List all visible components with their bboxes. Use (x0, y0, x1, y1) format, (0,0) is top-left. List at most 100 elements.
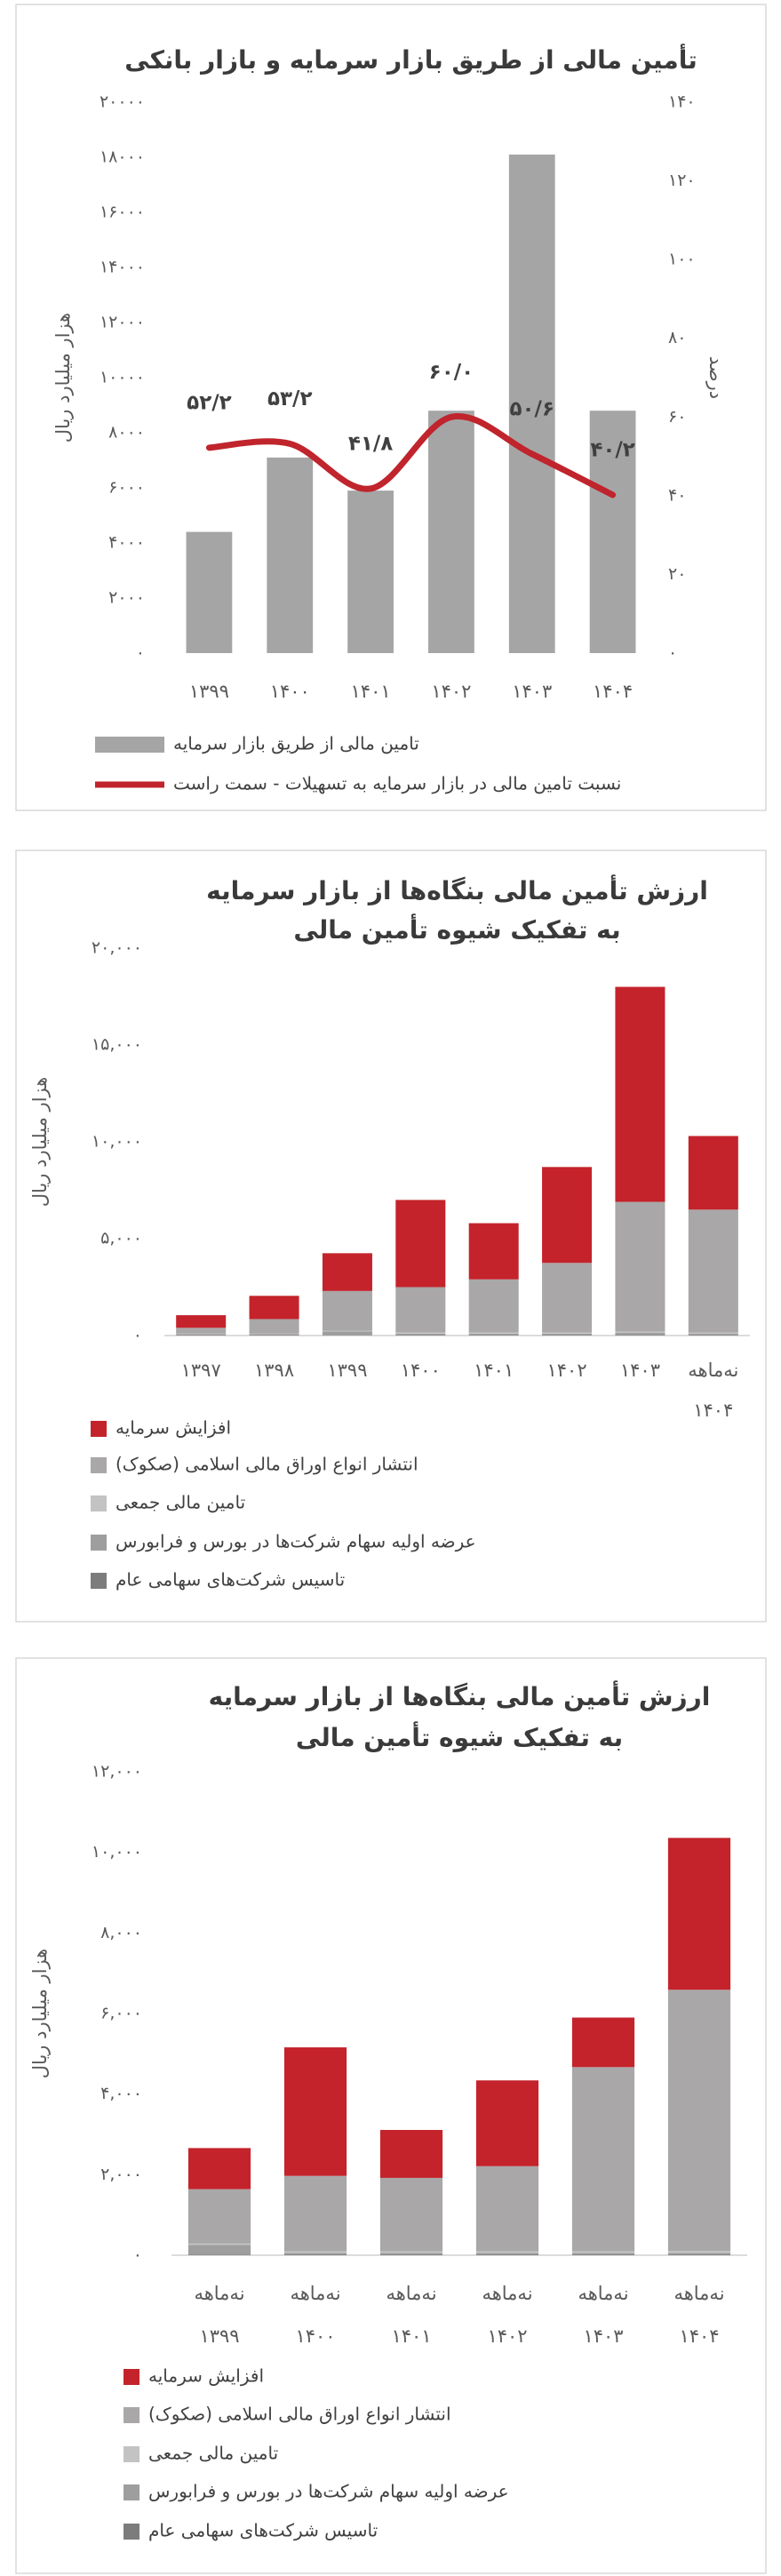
bar-segment (395, 1333, 446, 1336)
chart-title: ارزش تأمین مالی بنگاه‌ها از بازار سرمایه (209, 1680, 711, 1711)
x-tick-label: نه‌ماهه ۱۳۹۹ (194, 2283, 244, 2347)
x-tick-label-line: نه‌ماهه (194, 2283, 244, 2304)
x-tick-label-line: نه‌ماهه (673, 2283, 724, 2304)
legend-swatch (91, 1421, 107, 1437)
chart-subtitle: به تفکیک شیوه تأمین مالی (296, 1721, 623, 1752)
x-tick-label-line: ۱۴۰۰ (295, 2325, 335, 2347)
x-tick-label: ۱۳۹۹ (189, 681, 229, 702)
chart-subtitle: به تفکیک شیوه تأمین مالی (293, 913, 620, 945)
bar-segment (395, 1287, 446, 1333)
bar-segment (176, 1328, 227, 1334)
bar-segment (283, 2254, 347, 2255)
bar-segment (187, 2245, 251, 2255)
bar-segment (283, 2175, 347, 2252)
legend-label: نسبت تامین مالی در بازار سرمایه به تسهیل… (173, 773, 621, 794)
bar-segment (475, 2080, 539, 2166)
bar-segment (688, 1332, 738, 1335)
bar-segment (249, 1333, 299, 1335)
y-tick-label: ۲,۰۰۰ (100, 2165, 142, 2184)
x-tick-label: ۱۴۰۰ (401, 1360, 441, 1381)
x-tick-label: نه‌ماهه ۱۴۰۰ (290, 2283, 340, 2347)
y-tick-label: ۰ (133, 1326, 142, 1345)
y2-tick-label: ۸۰ (668, 328, 686, 347)
x-tick-label-line: ۱۴۰۲ (487, 2325, 527, 2347)
x-tick-label: نه‌ماهه ۱۴۰۲ (482, 2283, 532, 2347)
bar-segment (468, 1223, 519, 1280)
bar-segment (395, 1332, 446, 1334)
bar-segment (475, 2254, 539, 2255)
bar-segment (322, 1290, 372, 1331)
bar-segment (468, 1279, 519, 1333)
bar-segment (667, 1838, 731, 1990)
legend-swatch (124, 2524, 139, 2540)
y-tick-label: ۱۰,۰۰۰ (92, 1132, 142, 1152)
bar-segment (688, 1334, 738, 1336)
bar-segment (542, 1333, 593, 1336)
x-tick-label: ۱۴۰۱ (474, 1360, 514, 1381)
data-label: ۴۱/۸ (348, 432, 394, 455)
bar-segment (688, 1136, 738, 1210)
bar-segment (571, 2253, 635, 2255)
legend-swatch (91, 1495, 107, 1511)
legend-label: عرضه اولیه سهام شرکت‌ها در بورس و فرابور… (116, 1531, 476, 1552)
legend-swatch (124, 2369, 139, 2385)
y-tick-label: ۰ (133, 2245, 142, 2265)
bar (186, 531, 233, 653)
y-axis-title: هزار میلیارد ریال (29, 1077, 51, 1207)
bar-segment (468, 1333, 519, 1336)
bar-segment (615, 986, 665, 1202)
x-tick-label: ۱۳۹۸ (254, 1360, 294, 1381)
bar (428, 411, 474, 653)
bar-segment (571, 2254, 635, 2255)
y-tick-label: ۲۰,۰۰۰ (92, 938, 142, 958)
y-tick-label: ۱۴۰۰۰ (100, 258, 145, 277)
y2-tick-label: ۰ (668, 643, 677, 663)
bar-segment (615, 1201, 665, 1332)
legend-label: انتشار انواع اوراق مالی اسلامی (صکوک) (148, 2404, 451, 2425)
bar-segment (379, 2251, 443, 2253)
bar-segment (379, 2253, 443, 2255)
y-tick-label: ۱۰۰۰۰ (100, 368, 145, 387)
bar-segment (667, 2251, 731, 2253)
legend-swatch (95, 737, 164, 753)
bar-segment (688, 1335, 738, 1336)
y-axis-title: هزار میلیارد ریال (29, 1949, 51, 2078)
legend-label: تاسیس شرکت‌های سهامی عام (148, 2520, 378, 2541)
bar-segment (542, 1263, 593, 1333)
y-tick-label: ۴,۰۰۰ (100, 2084, 142, 2103)
legend-swatch (124, 2484, 139, 2500)
y-tick-label: ۱۲۰۰۰ (100, 313, 145, 332)
bar-segment (571, 2067, 635, 2252)
bar (347, 490, 394, 653)
data-label: ۶۰/۰ (429, 361, 474, 384)
bar-segment (249, 1319, 299, 1334)
y-tick-label: ۱۵,۰۰۰ (92, 1035, 142, 1055)
y2-tick-label: ۱۰۰ (668, 250, 696, 269)
y-tick-label: ۵,۰۰۰ (100, 1229, 142, 1248)
bar-segment (571, 2251, 635, 2253)
legend-swatch (124, 2407, 139, 2423)
x-tick-label: ۱۴۰۲ (431, 681, 471, 702)
bar-segment (187, 2189, 251, 2244)
bar-segment (283, 2047, 347, 2176)
x-tick-label-line: نه‌ماهه (386, 2283, 436, 2304)
y2-tick-label: ۴۰ (668, 485, 686, 505)
bar-segment (615, 1332, 665, 1336)
y2-tick-label: ۱۲۰ (668, 171, 696, 190)
bar-segment (475, 2253, 539, 2255)
x-tick-label-line: نه‌ماهه (290, 2283, 340, 2304)
bar-segment (249, 1296, 299, 1320)
y-tick-label: ۱۸۰۰۰ (100, 148, 145, 167)
x-tick-label: ۱۴۰۱ (351, 681, 391, 702)
y-tick-label: ۲۰۰۰ (108, 588, 145, 608)
x-tick-label-line: ۱۴۰۱ (391, 2325, 431, 2347)
x-tick-label: ۱۴۰۲ (547, 1360, 587, 1381)
x-tick-label: ۱۴۰۰ (270, 681, 310, 702)
legend-label: افزایش سرمایه (148, 2365, 264, 2387)
bar-segment (475, 2165, 539, 2252)
x-tick-label: ۱۴۰۳ (620, 1360, 660, 1381)
bar-segment (395, 1200, 446, 1288)
y2-tick-label: ۱۴۰ (668, 92, 696, 112)
bar (508, 154, 555, 653)
y-tick-label: ۱۲,۰۰۰ (92, 1762, 142, 1782)
